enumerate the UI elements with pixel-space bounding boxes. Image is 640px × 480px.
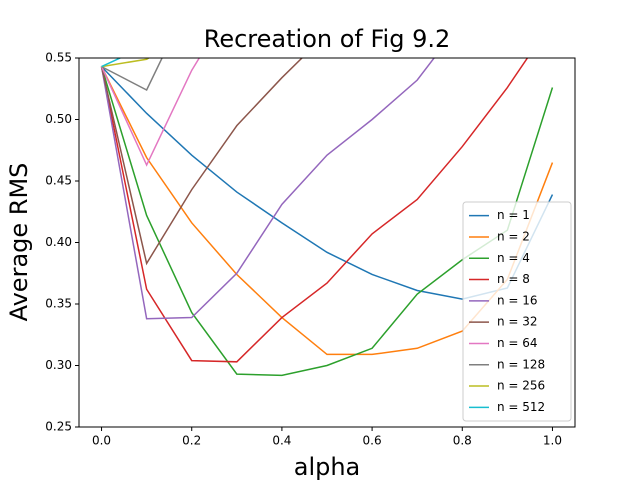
legend-label: n = 256 [497,379,545,393]
series-line [100,58,304,266]
legend-label: n = 128 [497,357,545,371]
chart-title: Recreation of Fig 9.2 [204,25,451,53]
y-tick-label: 0.25 [45,420,72,434]
series-line [100,58,201,167]
x-tick-label: 0.0 [92,434,111,448]
x-tick-label: 0.2 [182,434,201,448]
x-axis-label: alpha [294,453,361,480]
x-tick-label: 1.0 [543,434,562,448]
y-tick-label: 0.50 [45,112,72,126]
legend-label: n = 64 [497,336,538,350]
y-tick-label: 0.35 [45,297,72,311]
legend-label: n = 8 [497,272,530,286]
y-tick-label: 0.30 [45,358,72,372]
legend-label: n = 32 [497,315,538,329]
legend-label: n = 16 [497,293,538,307]
series-line [100,58,436,320]
y-tick-label: 0.45 [45,174,72,188]
x-tick-label: 0.8 [453,434,472,448]
y-tick-label: 0.55 [45,51,72,65]
series-line [100,58,529,363]
x-tick-label: 0.6 [363,434,382,448]
legend-label: n = 4 [497,251,530,265]
y-tick-label: 0.40 [45,235,72,249]
y-axis-label: Average RMS [5,163,33,322]
axes-frame [78,57,576,428]
legend-label: n = 1 [497,208,530,222]
legend-label: n = 2 [497,229,530,243]
x-tick-label: 0.4 [272,434,291,448]
legend-box [462,201,572,422]
legend-label: n = 512 [497,400,545,414]
